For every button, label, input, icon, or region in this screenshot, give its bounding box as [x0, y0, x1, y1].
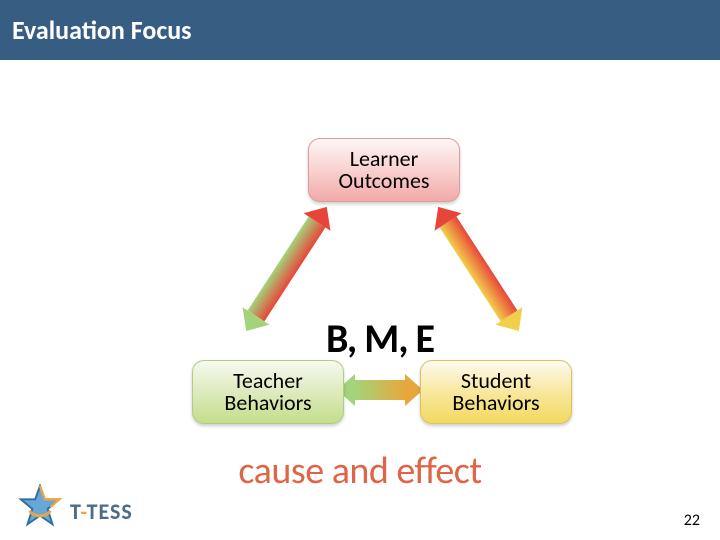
node-student-behaviors: Student Behaviors — [420, 360, 572, 424]
brand-pre: T — [70, 498, 80, 525]
node-learner-outcomes: Learner Outcomes — [308, 138, 460, 202]
page-number: 22 — [684, 511, 700, 530]
node-teacher-behaviors: Teacher Behaviors — [192, 360, 344, 424]
page-title: Evaluation Focus — [12, 14, 192, 46]
cycle-diagram: Learner Outcomes Teacher Behaviors Stude… — [0, 60, 720, 480]
cycle-arrows — [0, 60, 720, 480]
brand-post: TESS — [87, 498, 133, 525]
center-label: B, M, E — [310, 314, 450, 363]
node-label: Outcomes — [338, 167, 429, 194]
brand-logo: T-TESS — [16, 484, 133, 530]
header-bar: Evaluation Focus — [0, 0, 720, 60]
node-label: Behaviors — [224, 389, 311, 416]
star-icon — [16, 484, 64, 530]
node-label: Behaviors — [452, 389, 539, 416]
brand-text: T-TESS — [70, 498, 133, 525]
